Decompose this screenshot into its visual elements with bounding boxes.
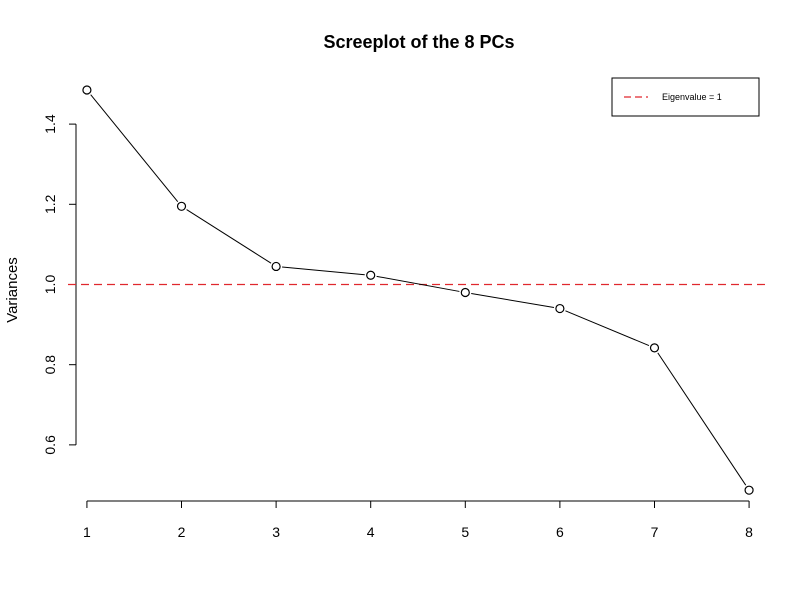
x-tick-label: 4 — [367, 524, 375, 540]
x-tick-label: 5 — [461, 524, 469, 540]
series-line-segment — [90, 94, 179, 202]
y-tick-label: 0.6 — [42, 435, 58, 455]
series-line-segment — [282, 266, 365, 276]
y-tick-label: 1.4 — [42, 114, 58, 134]
x-tick-label: 1 — [83, 524, 91, 540]
data-point — [82, 85, 92, 95]
data-point — [744, 485, 754, 495]
chart-title: Screeplot of the 8 PCs — [323, 32, 514, 52]
data-point — [176, 201, 187, 211]
data-point — [366, 270, 376, 280]
legend: Eigenvalue = 1 — [611, 77, 760, 117]
x-tick-label: 3 — [272, 524, 280, 540]
y-tick-label: 1.2 — [42, 194, 58, 214]
series-line-segment — [186, 209, 272, 264]
series-layer — [82, 85, 754, 495]
y-tick-label: 0.8 — [42, 355, 58, 375]
series-line-segment — [376, 275, 460, 292]
x-tick-label: 6 — [556, 524, 564, 540]
data-point — [460, 287, 470, 298]
y-axis: 0.6 0.8 1.0 1.2 1.4 — [42, 114, 77, 455]
y-tick-label: 1.0 — [42, 275, 58, 295]
series-line-segment — [565, 310, 650, 347]
legend-entry-label: Eigenvalue = 1 — [662, 92, 722, 102]
x-axis: 1 2 3 4 5 6 7 8 — [83, 500, 753, 540]
x-tick-label: 2 — [178, 524, 186, 540]
x-tick-label: 7 — [651, 524, 659, 540]
x-tick-label: 8 — [745, 524, 753, 540]
y-axis-label: Variances — [4, 257, 21, 323]
data-point — [649, 343, 660, 353]
series-line-segment — [471, 293, 555, 309]
series-line-segment — [657, 352, 747, 486]
data-point — [271, 261, 281, 272]
data-point — [555, 303, 565, 314]
